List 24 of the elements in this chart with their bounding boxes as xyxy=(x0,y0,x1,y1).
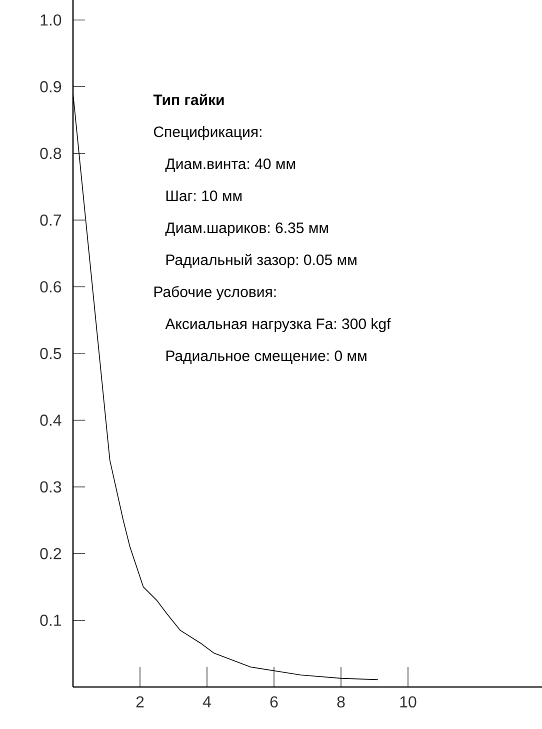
x-tick-label: 4 xyxy=(202,696,211,708)
annotation: Диам.винта: 40 мм xyxy=(165,158,296,172)
x-tick-label: 10 xyxy=(400,696,416,708)
text: Тип гайки xyxy=(153,94,224,106)
annotation: Шаг: 10 мм xyxy=(166,190,242,202)
y-tick-label: 0.1 xyxy=(40,614,62,626)
annotation: Диам.шариков: 6.35 мм xyxy=(165,222,328,236)
annotation: Радиальное смещение: 0 мм xyxy=(166,350,366,364)
y-tick-label: 0.3 xyxy=(40,481,62,493)
y-tick-label: 0.7 xyxy=(40,214,61,226)
y-tick-label: 0.8 xyxy=(40,148,62,160)
y-tick-label: 0.2 xyxy=(40,548,61,560)
y-tick-label: 1.0 xyxy=(40,14,62,26)
y-tick-label: 0.5 xyxy=(40,348,62,360)
y-tick-label: 0.9 xyxy=(40,81,62,92)
annotation: Радиальный зазор: 0.05 мм xyxy=(166,254,356,268)
y-tick-label: 0.6 xyxy=(40,281,62,292)
x-tick-label: 2 xyxy=(136,696,144,708)
x-tick-label: 6 xyxy=(270,696,278,708)
annotation: Аксиальная нагрузка Fa: 300 kgf xyxy=(165,318,391,332)
x-tick-label: 8 xyxy=(337,696,345,708)
annotation: Спецификация: xyxy=(154,126,262,140)
y-tick-label: 0.4 xyxy=(40,414,62,426)
annotation: Рабочие условия: xyxy=(154,286,276,300)
